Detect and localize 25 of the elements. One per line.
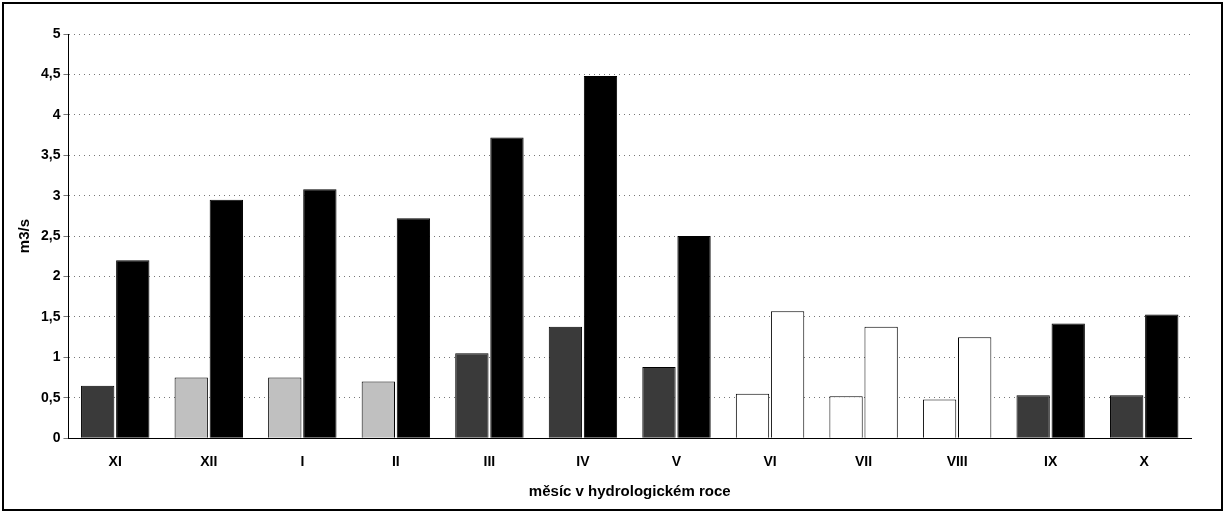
- x-tick-label: III: [483, 453, 496, 470]
- y-tick-label: 1,5: [40, 307, 61, 324]
- x-tick-label: VI: [763, 453, 777, 470]
- y-tick-label: 5: [52, 24, 61, 41]
- y-tick-label: 2,5: [40, 226, 61, 243]
- x-tick-label: XI: [108, 453, 122, 470]
- x-tick-label: VII: [855, 453, 873, 470]
- x-tick-label: V: [671, 453, 682, 470]
- x-tick-label: XII: [200, 453, 218, 470]
- y-tick-label: 3,5: [40, 146, 61, 163]
- x-axis-title: měsíc v hydrologickém roce: [528, 482, 731, 500]
- x-tick-label: IX: [1044, 453, 1058, 470]
- y-tick-label: 1: [52, 348, 61, 365]
- y-tick-label: 4,5: [40, 65, 61, 82]
- x-tick-label: VIII: [946, 453, 968, 470]
- y-tick-label: 0,5: [40, 388, 61, 405]
- x-tick-label: II: [391, 453, 400, 470]
- y-tick-label: 2: [52, 267, 61, 284]
- x-tick-label: IV: [576, 453, 591, 470]
- y-tick-label: 4: [52, 105, 61, 122]
- y-axis-title: m3/s: [15, 219, 33, 254]
- y-tick-label: 0: [52, 429, 61, 446]
- x-tick-label: X: [1139, 453, 1150, 470]
- x-tick-label: I: [300, 453, 305, 470]
- y-tick-label: 3: [52, 186, 61, 203]
